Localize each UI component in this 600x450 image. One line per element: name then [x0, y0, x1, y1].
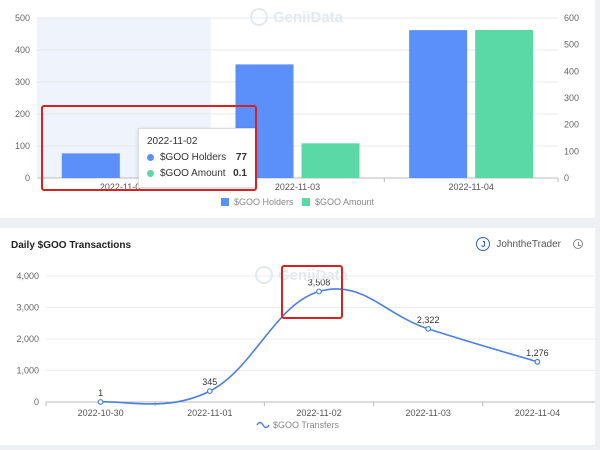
y-tick-right: 0 [564, 173, 569, 183]
author-name[interactable]: JohntheTrader [496, 239, 561, 250]
x-tick-label: 2022-10-30 [78, 408, 124, 418]
legend-line-icon [257, 423, 269, 428]
legend-transfers-label: $GOO Transfers [273, 420, 340, 430]
y-tick: 1,000 [16, 366, 39, 376]
transactions-card: Daily $GOO Transactions J JohntheTrader … [0, 228, 595, 445]
author-info[interactable]: J JohntheTrader [476, 237, 583, 251]
legend-holders-label: $GOO Holders [234, 197, 294, 207]
y-tick: 2,000 [16, 334, 39, 344]
legend-amount-label: $GOO Amount [315, 197, 375, 207]
y-tick-right: 500 [564, 40, 579, 50]
y-tick-left: 300 [15, 77, 30, 87]
legend-amount-swatch [302, 198, 310, 206]
clock-icon[interactable] [573, 239, 583, 249]
x-tick-label: 2022-11-01 [187, 408, 232, 418]
data-label: 2,322 [417, 315, 440, 325]
bar-amount [302, 143, 360, 178]
avatar[interactable]: J [476, 237, 490, 251]
y-tick-right: 200 [564, 120, 579, 130]
data-label: 1,276 [526, 348, 549, 358]
y-tick: 3,000 [16, 303, 39, 313]
data-label: 345 [202, 377, 217, 387]
bar-holders [409, 30, 467, 178]
x-tick-label: 2022-11-03 [275, 182, 320, 192]
x-tick-label: 2022-11-02 [296, 408, 341, 418]
y-tick: 4,000 [16, 271, 39, 281]
y-tick-left: 500 [15, 13, 30, 23]
data-point [535, 360, 540, 365]
data-point [98, 400, 103, 405]
x-tick-label: 2022-11-04 [448, 182, 493, 192]
legend-holders-swatch [221, 198, 229, 206]
data-label: 1 [98, 388, 103, 398]
y-tick-left: 200 [15, 109, 30, 119]
bar-amount [475, 30, 533, 178]
card-title: Daily $GOO Transactions [11, 240, 131, 251]
y-tick-right: 100 [564, 146, 579, 156]
data-point [208, 389, 213, 394]
y-tick-left: 100 [15, 141, 30, 151]
watermark: GeniiData [250, 8, 343, 26]
geniidata-logo-icon [255, 266, 273, 284]
y-tick-right: 300 [564, 93, 579, 103]
x-tick-label: 2022-11-03 [406, 408, 451, 418]
y-tick-right: 400 [564, 66, 579, 76]
data-point [426, 327, 431, 332]
highlight-box-tooltip [41, 105, 257, 191]
y-tick-left: 0 [25, 173, 30, 183]
y-tick: 0 [34, 397, 39, 407]
x-tick-label: 2022-11-04 [515, 408, 560, 418]
highlight-box-peak [281, 265, 343, 319]
transactions-chart: 4,000 3,000 2,000 1,000 0 2022-10-30 2022-11-0… [0, 228, 595, 445]
y-tick-left: 400 [15, 45, 30, 55]
geniidata-logo-icon [250, 8, 268, 26]
y-tick-right: 600 [564, 13, 579, 23]
